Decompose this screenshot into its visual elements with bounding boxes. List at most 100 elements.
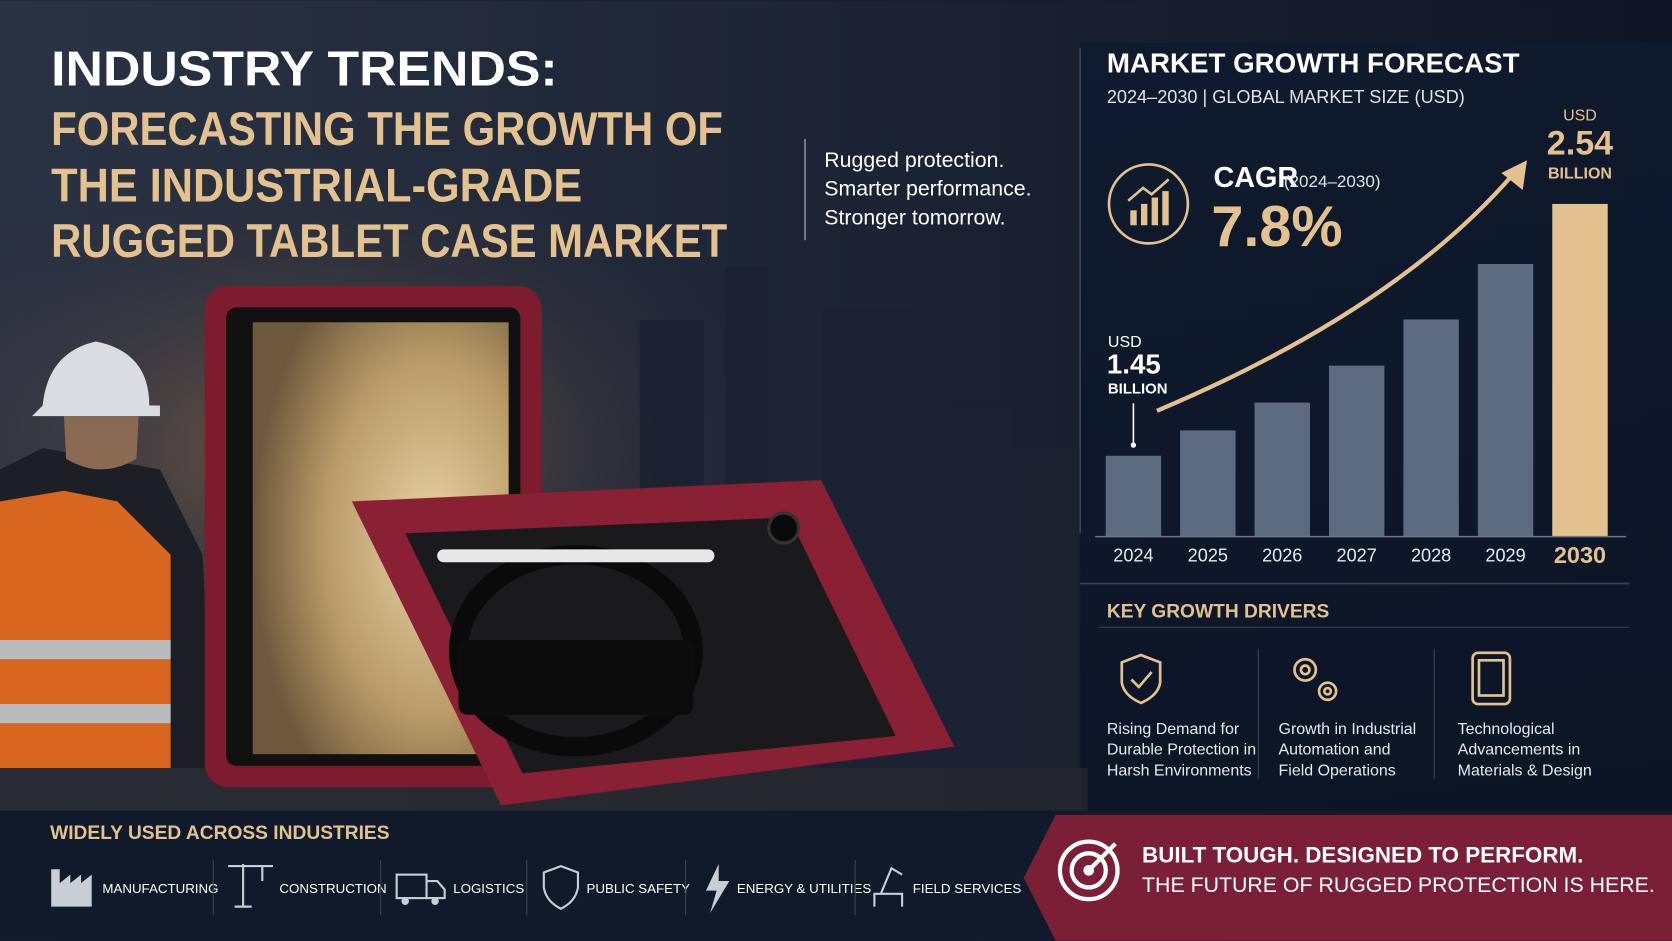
industry-icons-part <box>401 897 409 906</box>
industry-icons <box>51 863 904 914</box>
worker-illustration-part <box>0 640 171 660</box>
tablet-icon <box>1471 651 1512 706</box>
industry-label: CONSTRUCTION <box>279 881 386 896</box>
footer-banner <box>1023 814 1672 941</box>
industry-label: FIELD SERVICES <box>913 881 1022 896</box>
industry-label: PUBLIC SAFETY <box>586 881 690 896</box>
industry-icons-part <box>873 866 904 907</box>
shield-icon-part <box>1130 671 1153 689</box>
x-tick-label: 2030 <box>1554 542 1606 568</box>
value-prefix: USD <box>1563 108 1597 125</box>
bar <box>1552 203 1608 537</box>
chart-subtitle: 2024–2030 | GLOBAL MARKET SIZE (USD) <box>1107 87 1465 107</box>
driver-text: Advancements in <box>1458 742 1581 759</box>
x-tick-label: 2029 <box>1485 546 1525 566</box>
worker-illustration <box>0 341 214 769</box>
driver-text: Field Operations <box>1279 762 1396 779</box>
cagr-label: CAGR <box>1213 162 1298 194</box>
gears-icon-part <box>1299 664 1311 676</box>
industry-label: ENERGY & UTILITIES <box>737 881 872 896</box>
x-tick-label: 2027 <box>1337 546 1377 566</box>
subtitle-line: FORECASTING THE GROWTH OF <box>51 103 723 155</box>
value-suffix: BILLION <box>1548 165 1612 182</box>
industry-icons-part <box>431 897 439 906</box>
tablet-illustration-part <box>767 511 801 545</box>
cagr-icon-part <box>1127 178 1170 202</box>
chart-title: MARKET GROWTH FORECAST <box>1107 48 1520 79</box>
industrial-skyline-part <box>938 405 1014 769</box>
target-icon-part <box>1057 839 1120 902</box>
tablet-illustration-part <box>458 640 694 715</box>
worker-illustration-part <box>31 341 160 417</box>
industry-icons-part <box>542 864 580 910</box>
bar <box>1254 402 1310 537</box>
gears-icon-part <box>1323 686 1333 696</box>
industry-icons-part <box>228 863 273 908</box>
worker-illustration-part <box>0 704 171 724</box>
tablet-illustration-part <box>437 549 715 563</box>
tagline: Rugged protection. <box>824 148 1004 172</box>
value-label: 2.54 <box>1547 124 1613 162</box>
tagline: Smarter performance. <box>824 177 1031 201</box>
subtitle-line: RUGGED TABLET CASE MARKET <box>51 215 727 267</box>
bar <box>1403 319 1459 537</box>
worker-illustration-part <box>63 416 139 470</box>
x-tick-label: 2025 <box>1188 546 1228 566</box>
industrial-skyline-part <box>1013 448 1077 769</box>
leader-dot <box>1130 442 1137 448</box>
drivers-list: Rising Demand for Durable Protection in Ha… <box>1107 721 1592 780</box>
drivers-title: KEY GROWTH DRIVERS <box>1107 601 1330 622</box>
bar <box>1180 430 1236 537</box>
gears-icon <box>1293 657 1338 702</box>
industry-icons-part <box>705 863 730 914</box>
gears-icon-part <box>1293 657 1318 682</box>
footer-headline: BUILT TOUGH. DESIGNED TO PERFORM. <box>1142 842 1583 867</box>
cagr-icon-part <box>1107 163 1190 245</box>
target-icon-part <box>1087 842 1117 872</box>
industry-icons-part <box>395 873 428 900</box>
bar <box>1477 263 1534 537</box>
tagline: Stronger tomorrow. <box>824 205 1005 229</box>
cagr-icon-part <box>1162 191 1169 226</box>
driver-text: Growth in Industrial <box>1279 721 1417 738</box>
gears-icon-part <box>1317 681 1338 702</box>
driver-text: Harsh Environments <box>1107 762 1252 779</box>
target-icon-part <box>1069 851 1108 890</box>
cagr-period: (2024–2030) <box>1284 172 1381 191</box>
cagr-icon-part <box>1140 203 1148 226</box>
worker-illustration-part <box>0 490 171 769</box>
cagr-icon <box>1107 163 1190 245</box>
cagr-value: 7.8% <box>1211 195 1342 259</box>
value-prefix: USD <box>1108 334 1142 351</box>
driver-text: Durable Protection in <box>1107 742 1256 759</box>
industries-list: MANUFACTURING CONSTRUCTION LOGISTICS PUBLIC… <box>102 859 1022 916</box>
bar-chart: 2024 2025 2026 2027 2028 2029 2030USD1.45BILLI… <box>1095 108 1627 568</box>
x-tick-label: 2024 <box>1113 546 1153 566</box>
driver-text: Rising Demand for <box>1107 721 1240 738</box>
bar <box>1328 365 1385 537</box>
value-suffix: BILLION <box>1108 380 1168 397</box>
subtitle-line: THE INDUSTRIAL-GRADE <box>51 159 582 211</box>
title: INDUSTRY TRENDS: <box>51 43 558 97</box>
driver-text: Technological <box>1458 721 1555 738</box>
footer-tagline: THE FUTURE OF RUGGED PROTECTION IS HERE. <box>1142 873 1655 897</box>
x-tick-label: 2028 <box>1411 546 1451 566</box>
bar <box>1105 455 1162 537</box>
shield-icon <box>1120 653 1162 705</box>
tablet-icon-part <box>1477 658 1505 697</box>
industries-title: WIDELY USED ACROSS INDUSTRIES <box>50 823 390 844</box>
tablet-illustration <box>204 286 955 806</box>
driver-text: Automation and <box>1279 742 1391 759</box>
shield-icon-part <box>1120 653 1162 705</box>
driver-text: Materials & Design <box>1458 762 1592 779</box>
growth-arrow-head <box>1501 160 1527 191</box>
cagr-icon-part <box>1130 210 1137 226</box>
cagr-icon-part <box>1151 197 1159 226</box>
industry-icons-part <box>426 879 446 900</box>
tablet-icon-part <box>1471 651 1512 706</box>
target-icon <box>1057 839 1120 902</box>
industry-icons-part <box>51 869 92 907</box>
industry-label: LOGISTICS <box>453 881 524 896</box>
industry-label: MANUFACTURING <box>102 881 218 896</box>
